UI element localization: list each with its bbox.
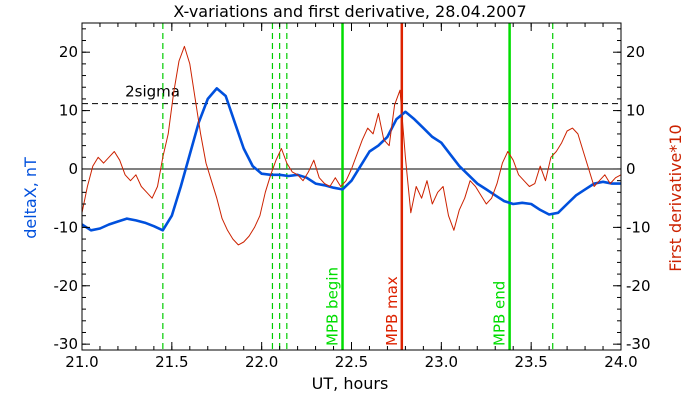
x-tick-label: 21.5 [155, 353, 188, 371]
series-line-deltaX [82, 87, 621, 232]
y-tick-label-right: 20 [626, 43, 645, 61]
plot-area: 2sigma MPB begin MPB max MPB end 21.0 21.5 22.… [54, 22, 651, 371]
event-marker-label: MPB max [383, 276, 401, 346]
y-axis-right-title: First derivative*10 [666, 124, 685, 271]
y-axis-left-title: deltaX, nT [21, 157, 40, 239]
x-tick-label: 23.0 [425, 353, 458, 371]
y-tick-label-right: -30 [626, 335, 651, 353]
y-tick-label-right: -10 [626, 218, 651, 236]
y-tick-label-left: 20 [59, 43, 78, 61]
event-marker-label: MPB begin [324, 267, 342, 346]
y-tick-label-left: -20 [54, 277, 79, 295]
x-tick-label: 21.0 [65, 353, 98, 371]
x-tick-label: 22.0 [245, 353, 278, 371]
event-marker-label: MPB end [491, 281, 509, 346]
threshold-label: 2sigma [125, 83, 180, 101]
y-tick-label-right: 0 [626, 160, 636, 178]
series-line-derivative [82, 45, 621, 246]
x-tick-label: 23.5 [514, 353, 547, 371]
y-tick-label-right: 10 [626, 102, 645, 120]
x-tick-label: 24.0 [604, 353, 637, 371]
y-tick-label-left: -30 [54, 335, 79, 353]
y-tick-label-left: 10 [59, 102, 78, 120]
x-tick-label: 22.5 [335, 353, 368, 371]
chart-title: X-variations and first derivative, 28.04… [173, 2, 526, 21]
x-axis-title: UT, hours [312, 374, 389, 393]
y-tick-label-left: -10 [54, 218, 79, 236]
y-tick-label-right: -20 [626, 277, 651, 295]
y-tick-label-left: 0 [68, 160, 78, 178]
